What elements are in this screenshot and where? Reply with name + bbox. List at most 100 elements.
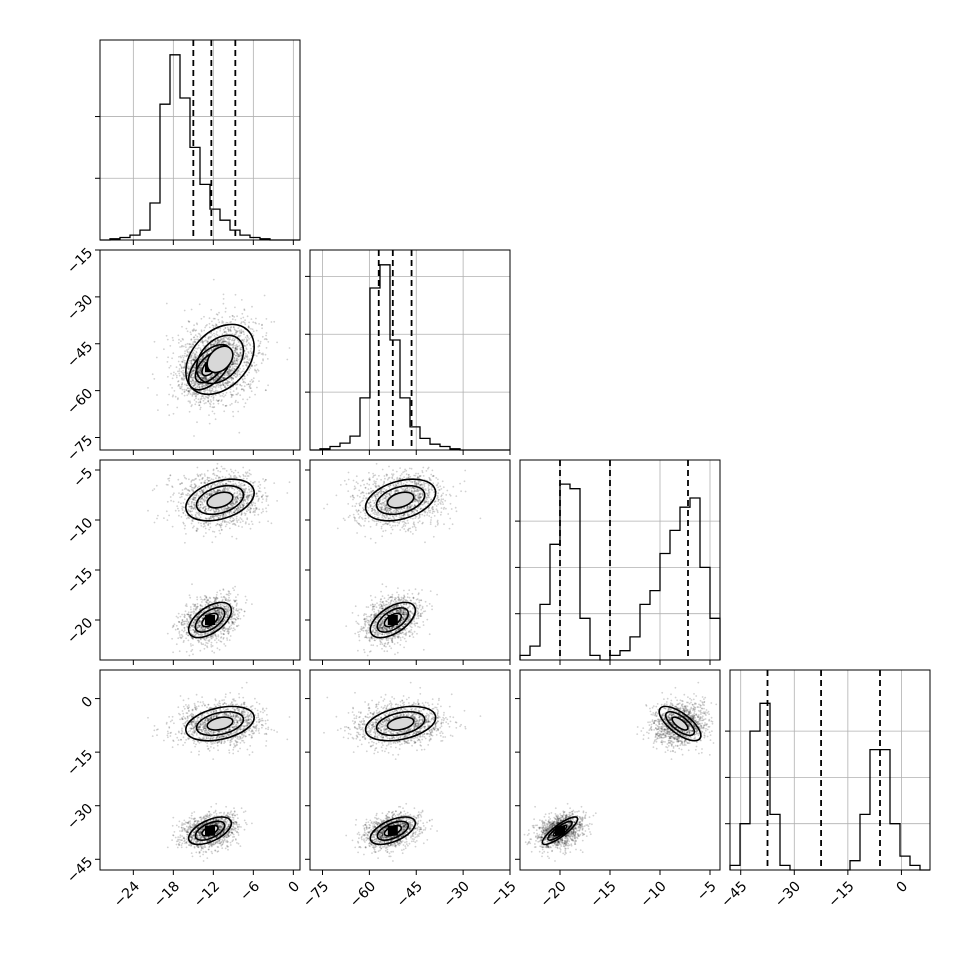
sample-point	[249, 387, 252, 390]
sample-point	[169, 365, 172, 367]
sample-point	[205, 339, 207, 342]
sample-point	[205, 389, 208, 391]
sample-point	[210, 478, 213, 480]
sample-point	[193, 369, 196, 372]
sample-point	[189, 509, 191, 512]
sample-point	[233, 511, 236, 514]
sample-point	[194, 382, 197, 384]
sample-point	[219, 624, 221, 627]
sample-point	[225, 616, 227, 619]
sample-point	[198, 383, 201, 386]
sample-point	[227, 606, 230, 608]
sample-point	[212, 468, 215, 471]
sample-point	[246, 502, 249, 505]
sample-point	[181, 482, 183, 484]
sample-point	[259, 490, 262, 493]
sample-point	[191, 637, 194, 640]
sample-point	[236, 357, 239, 360]
sample-point	[201, 339, 204, 341]
sample-point	[176, 628, 179, 630]
sample-point	[207, 632, 209, 634]
sample-point	[198, 629, 201, 631]
sample-point	[220, 622, 223, 624]
sample-point	[232, 622, 235, 624]
sample-point	[212, 397, 215, 400]
sample-point	[219, 395, 222, 397]
sample-point	[219, 605, 222, 608]
sample-point	[227, 336, 230, 339]
sample-point	[172, 651, 175, 654]
sample-point	[235, 348, 238, 350]
sample-point	[188, 594, 191, 597]
sample-point	[202, 390, 205, 393]
sample-point	[226, 322, 229, 324]
sample-point	[208, 636, 210, 639]
sample-point	[201, 362, 204, 364]
sample-point	[219, 614, 222, 617]
sample-point	[220, 615, 223, 618]
sample-point	[209, 390, 212, 393]
sample-point	[233, 589, 236, 592]
sample-point	[234, 401, 237, 403]
sample-point	[190, 510, 192, 513]
sample-point	[193, 393, 196, 396]
sample-point	[239, 355, 242, 357]
sample-point	[194, 619, 197, 621]
sample-point	[194, 605, 197, 608]
sample-point	[222, 588, 225, 591]
sample-point	[248, 338, 251, 340]
sample-point	[200, 383, 202, 385]
sample-point	[205, 359, 208, 362]
sample-point	[229, 468, 232, 471]
sample-point	[244, 595, 247, 598]
sample-point	[237, 358, 240, 361]
sample-point	[190, 608, 192, 611]
sample-point	[215, 313, 218, 315]
sample-point	[182, 377, 185, 380]
sample-point	[185, 384, 188, 387]
sample-point	[239, 394, 242, 397]
sample-point	[188, 320, 191, 323]
sample-point	[251, 490, 253, 493]
sample-point	[214, 628, 217, 631]
sample-point	[262, 359, 264, 362]
sample-point	[212, 326, 215, 329]
sample-point	[190, 364, 193, 366]
sample-point	[224, 596, 226, 599]
sample-point	[210, 344, 212, 346]
sample-point	[185, 494, 188, 496]
sample-point	[221, 381, 224, 384]
sample-point	[181, 620, 184, 623]
sample-point	[215, 623, 217, 626]
sample-point	[227, 612, 230, 615]
sample-point	[202, 499, 205, 502]
sample-point	[233, 339, 236, 342]
sample-point	[221, 322, 224, 324]
sample-point	[190, 636, 193, 639]
sample-point	[245, 348, 248, 351]
sample-point	[266, 358, 269, 360]
sample-point	[198, 514, 201, 517]
sample-point	[228, 631, 230, 634]
sample-point	[203, 614, 206, 617]
sample-point	[207, 346, 210, 349]
sample-point	[242, 339, 244, 342]
sample-point	[189, 343, 192, 346]
sample-point	[197, 614, 200, 617]
sample-point	[246, 361, 249, 363]
sample-point	[172, 625, 175, 627]
sample-point	[190, 617, 193, 620]
sample-point	[202, 377, 205, 380]
sample-point	[199, 368, 202, 371]
sample-point	[194, 341, 197, 343]
sample-point	[196, 607, 198, 610]
sample-point	[219, 624, 222, 626]
sample-point	[187, 367, 190, 369]
sample-point	[190, 380, 193, 383]
sample-point	[195, 606, 198, 608]
sample-point	[207, 632, 210, 635]
sample-point	[204, 377, 207, 380]
sample-point	[190, 489, 193, 491]
scatter-points	[147, 278, 291, 437]
sample-point	[246, 354, 249, 357]
